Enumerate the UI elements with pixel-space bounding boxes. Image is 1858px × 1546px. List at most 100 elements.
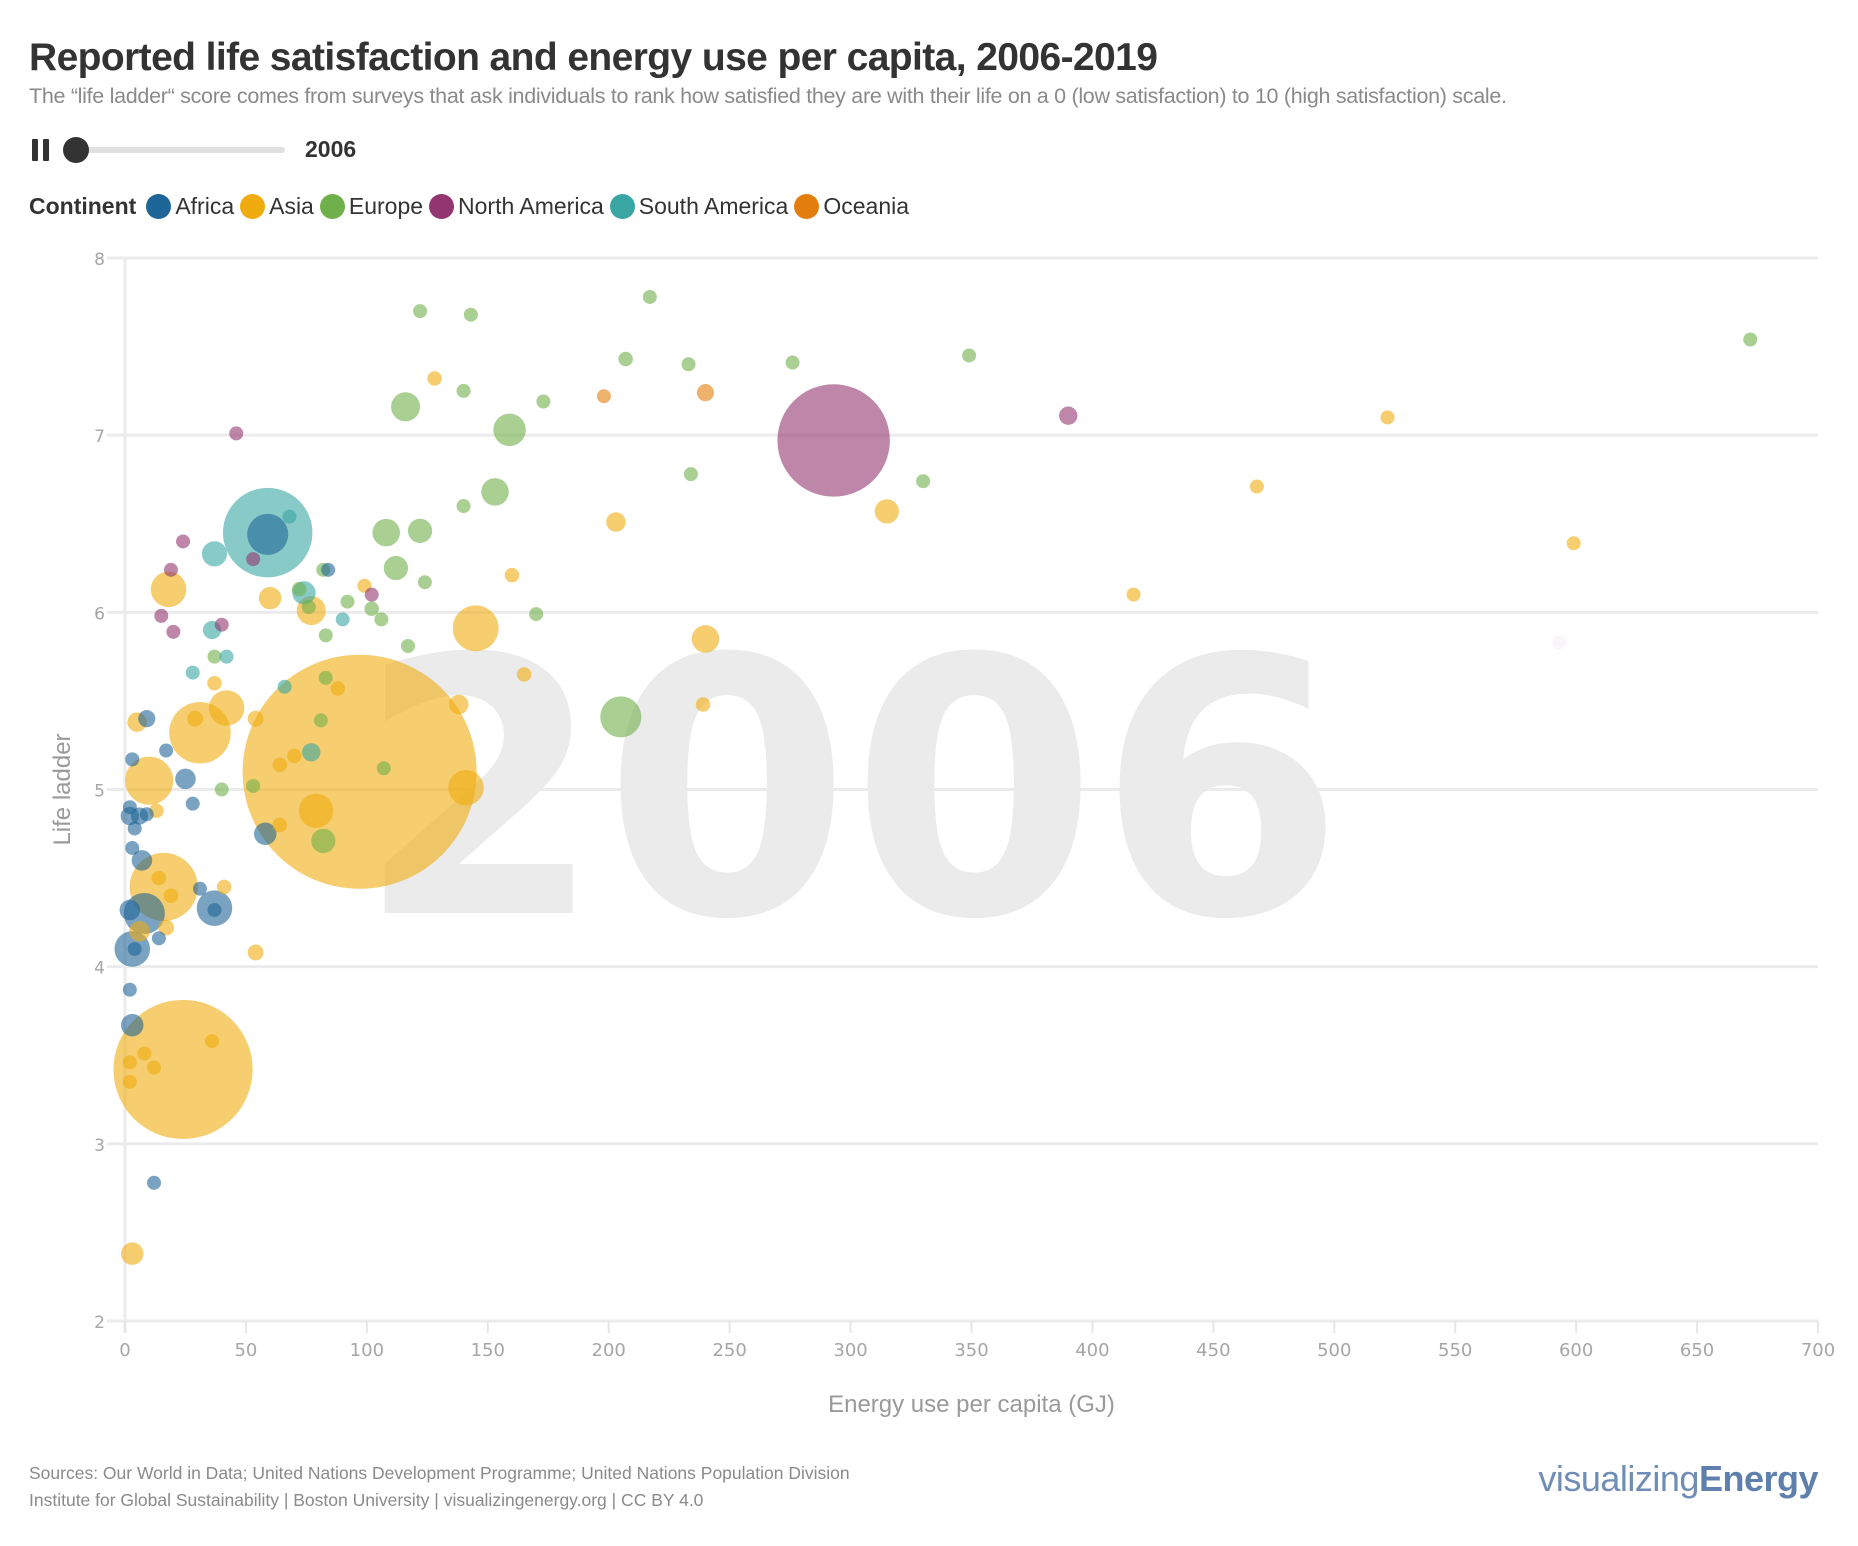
legend-item-africa[interactable]: Africa [146,193,234,220]
bubble-asia [1566,536,1581,551]
bubble-europe [391,392,421,422]
bubble-europe [400,638,415,653]
x-axis-ticks: 0 50 100 150 200 250 300 350 400 450 500 550 600 650 7… [119,1340,1835,1361]
bubbles [113,289,1758,1265]
bubble-asia [163,888,179,904]
bubble-europe [214,782,229,797]
legend-item-oceania[interactable]: Oceania [794,193,909,220]
bubble-asia [691,625,720,653]
bubble-africa [175,768,196,790]
bubble-asia [449,694,469,715]
bubble-south-america [302,743,321,762]
current-year-label: 2006 [305,136,357,162]
bubble-europe [916,474,931,489]
bubble-chart: 2006 2 3 4 5 6 7 8 0 50 100 150 200 250 300 350 400 450… [49,250,1835,1418]
bubble-asia [208,690,245,726]
legend-swatch [609,193,635,219]
bubble-asia [330,681,346,696]
bubble-asia [874,499,899,524]
bubble-africa [127,821,142,836]
x-tick-label: 0 [119,1340,130,1361]
year-slider-thumb[interactable] [63,137,89,163]
year-slider-track[interactable] [75,147,285,153]
bubble-asia [504,567,520,583]
bubble-north-america [364,587,379,602]
bubble-asia [516,667,532,682]
bubble-europe [374,612,389,627]
bubble-europe [311,828,336,854]
bubble-asia [122,1055,137,1070]
bubble-north-america [229,426,244,441]
pause-icon-bar [43,139,49,161]
x-tick-label: 250 [712,1340,746,1361]
pause-button[interactable] [32,139,50,161]
bubble-asia [216,879,232,895]
bubble-africa [127,941,142,956]
bubble-asia [187,710,204,727]
bubble-north-america [163,562,178,577]
bubble-europe [785,355,800,370]
bubble-europe [376,761,391,776]
y-axis-ticks: 2 3 4 5 6 7 8 [94,250,105,1333]
x-tick-label: 400 [1075,1340,1109,1361]
bubble-south-america [282,509,297,524]
brand-light: visualizing [1538,1458,1699,1499]
bubble-asia [121,1242,144,1265]
bubble-africa [159,743,174,758]
x-tick-label: 200 [592,1340,626,1361]
bubble-europe [456,383,471,398]
x-tick-label: 650 [1680,1340,1714,1361]
bubble-africa [321,562,336,577]
bubble-asia [247,710,264,727]
pause-icon [32,139,38,161]
bubble-asia [695,697,711,712]
x-tick-label: 50 [234,1340,257,1361]
bubble-north-america [214,617,229,632]
legend-swatch [319,193,345,219]
legend-swatch [794,193,820,219]
bubble-oceania [696,384,715,402]
bubble-europe [364,601,379,617]
legend: Continent Africa Asia Europe North Ameri… [29,190,915,222]
bubble-europe [600,696,642,738]
chart-subtitle: The “life ladder“ score comes from surve… [29,84,1507,108]
y-axis-label: Life ladder [49,733,76,845]
bubble-europe [456,499,471,514]
bubble-north-america [777,384,890,497]
legend-label: North America [458,192,604,219]
bubble-africa [139,807,154,822]
x-tick-label: 700 [1801,1340,1835,1361]
x-tick-label: 300 [833,1340,867,1361]
legend-item-europe[interactable]: Europe [319,193,423,220]
bubble-africa [122,982,137,997]
bubble-africa [192,881,207,896]
x-tick-label: 100 [350,1340,384,1361]
bubble-asia [125,756,174,805]
bubble-europe [683,467,698,482]
bubble-north-america [154,608,169,623]
sources-text: Sources: Our World in Data; United Natio… [29,1463,850,1483]
bubble-europe [962,348,977,363]
bubble-south-america [335,612,350,627]
bubble-europe [318,628,333,643]
legend-item-south-america[interactable]: South America [609,193,788,220]
bubble-europe [313,713,328,728]
y-tick-label: 2 [94,1313,105,1333]
legend-label: Africa [175,192,235,219]
bubble-europe [1743,332,1758,347]
brand-logo: visualizingEnergy [1538,1458,1818,1500]
bubble-asia [137,1046,152,1061]
legend-item-asia[interactable]: Asia [240,193,314,220]
bubble-africa [125,840,140,855]
y-tick-label: 3 [94,1136,105,1156]
bubble-asia [147,1060,162,1075]
bubble-europe [318,670,333,685]
bubble-africa [147,1175,162,1190]
bubble-europe [681,357,696,372]
bubble-asia [242,654,477,889]
bubble-asia [158,919,175,936]
legend-swatch [146,193,172,219]
bubble-asia [448,769,484,806]
bubble-europe [618,351,633,367]
legend-item-north-america[interactable]: North America [429,193,604,220]
